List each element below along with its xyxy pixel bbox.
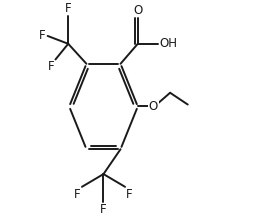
Text: F: F [126,188,133,201]
Text: F: F [74,188,81,201]
Text: O: O [149,100,158,113]
Text: F: F [100,203,107,216]
Text: F: F [39,29,46,43]
Text: O: O [133,4,142,17]
Text: F: F [65,2,72,15]
Text: OH: OH [159,37,177,50]
Text: F: F [48,60,55,73]
